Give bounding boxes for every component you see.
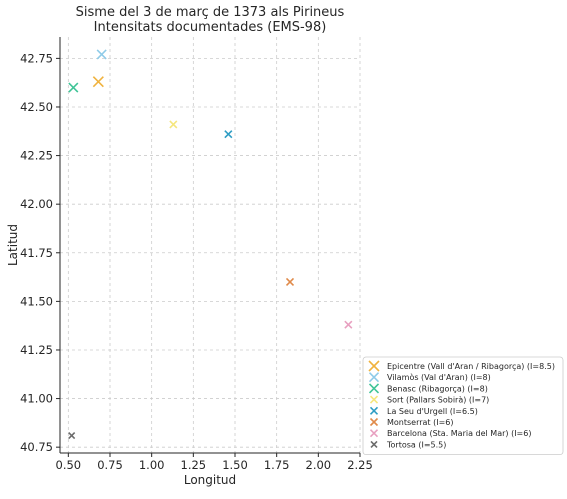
x-tick-label: 1.00	[139, 458, 165, 472]
y-tick-label: 42.50	[20, 100, 53, 114]
x-tick-label: 0.75	[97, 458, 123, 472]
data-point-marker	[169, 120, 178, 129]
legend-marker	[369, 429, 379, 438]
legend-marker	[370, 440, 378, 448]
data-point-marker	[68, 82, 79, 93]
legend: Epicentre (Vall d'Aran / Ribagorça) (I=8…	[362, 356, 564, 455]
data-point-marker	[96, 49, 107, 60]
legend-entry: Sort (Pallars Sobirà) (I=7)	[387, 396, 489, 405]
grid	[60, 37, 361, 453]
legend-entry: Epicentre (Vall d'Aran / Ribagorça) (I=8…	[387, 362, 555, 371]
legend-entry: Tortosa (I=5.5)	[386, 440, 446, 449]
y-tick-label: 42.25	[20, 149, 53, 163]
data-point-marker	[224, 130, 233, 139]
legend-entry: Montserrat (I=6)	[387, 418, 454, 427]
x-axis-label: Longitud	[184, 473, 236, 487]
legend-entry: Barcelona (Sta. Maria del Mar) (I=6)	[387, 429, 531, 438]
y-tick-label: 42.00	[20, 197, 53, 211]
legend-marker	[368, 383, 380, 394]
y-axis-label: Latitud	[6, 224, 20, 266]
data-point-marker	[285, 277, 295, 287]
y-tick-label: 41.00	[20, 392, 53, 406]
chart-title-line-1: Sisme del 3 de març de 1373 als Pirineus	[76, 5, 345, 20]
legend-frame	[362, 356, 564, 455]
x-tick-label: 2.00	[306, 458, 332, 472]
legend-entry: La Seu d'Urgell (I=6.5)	[387, 407, 478, 416]
data-points	[68, 49, 353, 440]
data-point-marker	[344, 320, 353, 329]
legend-entry: Vilamòs (Val d'Aran) (I=8)	[387, 372, 491, 382]
x-tick-label: 2.25	[347, 458, 373, 472]
x-tick-label: 0.50	[56, 458, 82, 472]
chart-title-line-2: Intensitats documentades (EMS-98)	[94, 20, 327, 35]
data-point-marker	[68, 431, 76, 440]
y-tick-label: 42.75	[20, 51, 53, 65]
y-tick-label: 41.50	[20, 294, 53, 308]
x-tick-label: 1.25	[181, 458, 207, 472]
data-point-marker	[92, 76, 104, 88]
legend-marker	[369, 395, 379, 404]
legend-marker	[369, 417, 379, 427]
y-tick-label: 41.25	[20, 343, 53, 357]
legend-entry: Benasc (Ribagorça) (I=8)	[387, 384, 488, 393]
axes	[59, 37, 360, 454]
y-tick-label: 41.75	[20, 246, 53, 260]
x-tick-label: 1.75	[264, 458, 290, 472]
legend-marker	[369, 406, 379, 415]
y-tick-label: 40.75	[20, 440, 53, 454]
ticks: 0.50 0.75 1.00 1.25 1.50 1.75 2.00 2.25 40.75 41.…	[20, 51, 373, 472]
x-tick-label: 1.50	[222, 458, 248, 472]
legend-marker	[368, 360, 380, 372]
legend-marker	[368, 372, 380, 383]
